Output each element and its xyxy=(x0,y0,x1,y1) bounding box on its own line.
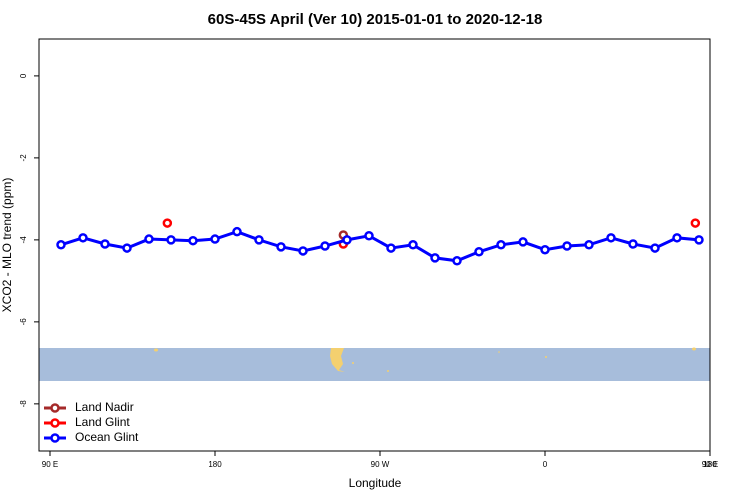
point xyxy=(162,218,173,228)
point xyxy=(672,233,682,243)
x-tick-label: 180 xyxy=(208,460,222,469)
point xyxy=(166,235,176,245)
y-tick-label: -8 xyxy=(19,400,28,408)
point xyxy=(496,240,506,250)
point xyxy=(254,235,264,245)
point xyxy=(628,239,638,249)
point xyxy=(78,233,88,243)
point xyxy=(474,247,484,257)
series-line xyxy=(60,230,700,263)
point xyxy=(606,233,616,243)
map-strip xyxy=(39,347,710,381)
legend-label: Land Nadir xyxy=(75,400,134,414)
y-tick-label: -4 xyxy=(19,236,28,244)
chart-title: 60S-45S April (Ver 10) 2015-01-01 to 202… xyxy=(208,11,543,28)
legend-marker xyxy=(50,433,60,443)
x-tick-label: 180 xyxy=(703,460,717,469)
point xyxy=(232,226,242,237)
point xyxy=(56,240,66,250)
point xyxy=(386,243,396,253)
point xyxy=(276,242,286,252)
y-tick-label: 0 xyxy=(19,73,28,78)
point xyxy=(320,241,330,251)
point xyxy=(298,246,308,256)
point xyxy=(342,235,352,245)
y-axis-label: XCO2 - MLO trend (ppm) xyxy=(0,178,14,313)
point xyxy=(690,218,701,228)
x-tick-label: 90 E xyxy=(42,460,58,469)
point xyxy=(144,234,154,244)
y-tick-label: -6 xyxy=(19,318,28,326)
point xyxy=(518,237,528,247)
point xyxy=(540,244,550,255)
point xyxy=(188,235,198,246)
legend-marker xyxy=(50,418,60,428)
point xyxy=(650,243,660,253)
x-axis-label: Longitude xyxy=(349,476,402,490)
point xyxy=(364,231,374,241)
x-tick-label: 0 xyxy=(543,460,548,469)
legend-marker xyxy=(50,403,60,413)
point xyxy=(100,239,110,249)
point xyxy=(122,243,132,253)
point xyxy=(562,241,572,251)
point xyxy=(430,253,440,263)
x-tick-label: 90 E xyxy=(702,460,718,469)
point xyxy=(452,256,462,266)
y-tick-label: -2 xyxy=(19,154,28,162)
legend-label: Ocean Glint xyxy=(75,430,139,444)
point xyxy=(210,234,220,244)
legend-label: Land Glint xyxy=(75,415,130,429)
plot-frame xyxy=(38,38,711,452)
point xyxy=(694,235,704,245)
point xyxy=(408,240,418,250)
x-tick-label: 90 W xyxy=(371,460,390,469)
point xyxy=(584,240,594,250)
